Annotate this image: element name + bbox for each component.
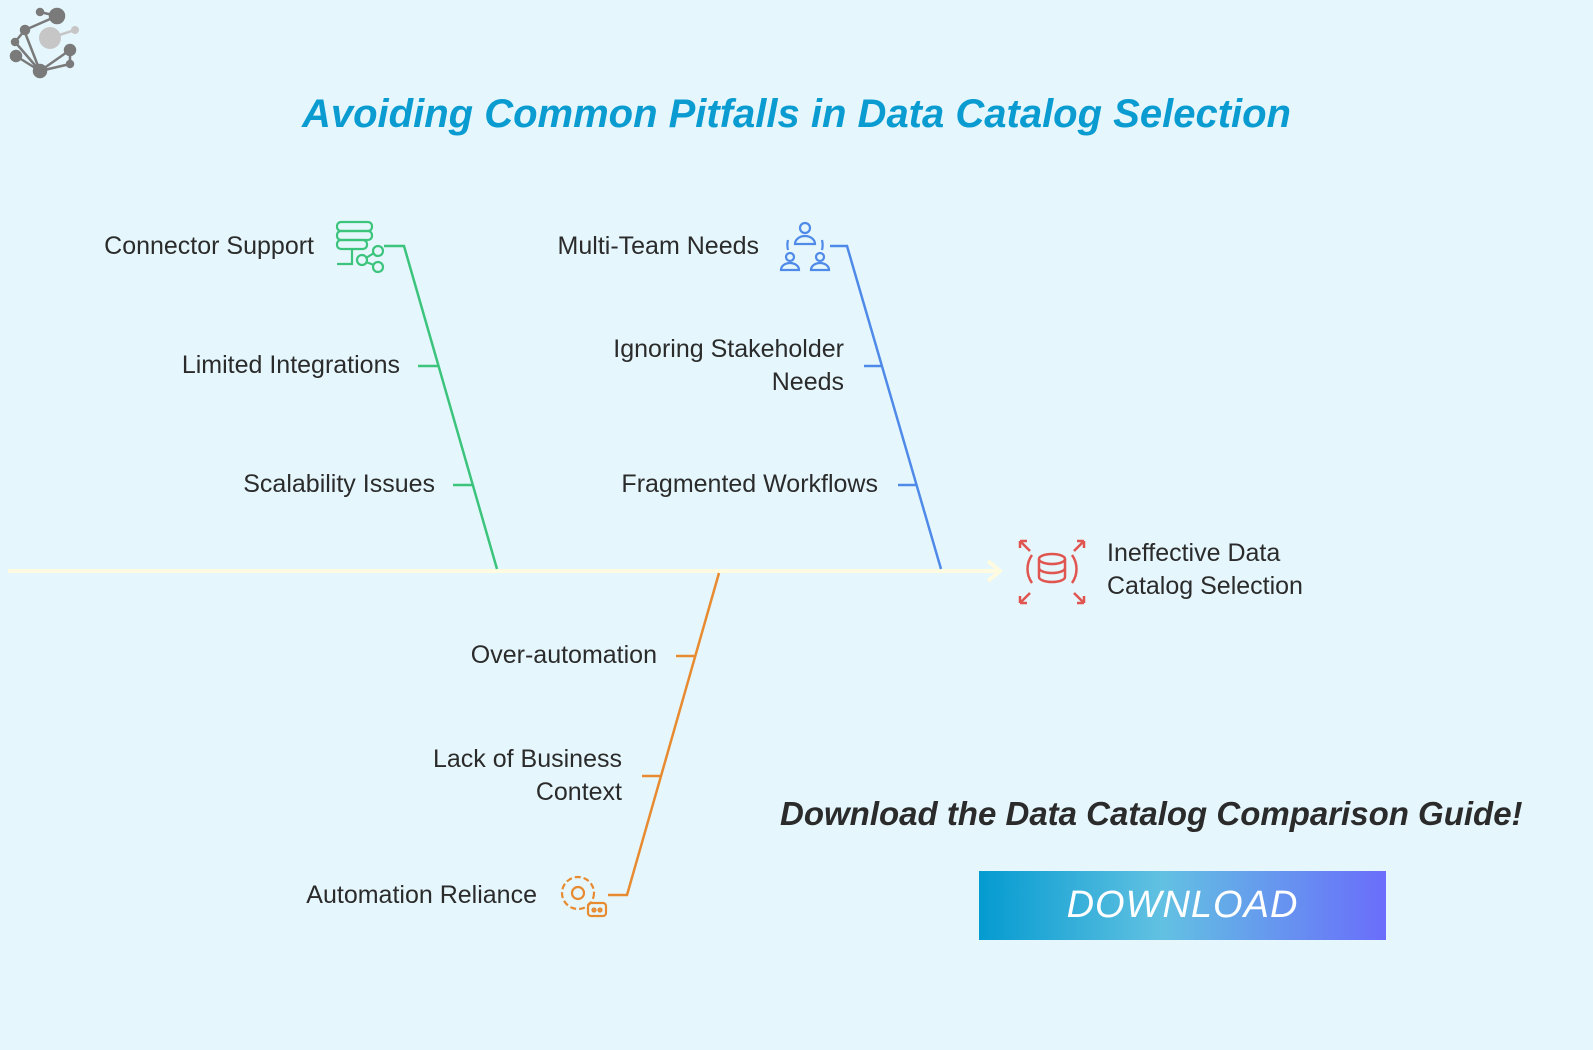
- network-c-logo: [9, 7, 79, 79]
- server-share-icon: [335, 220, 385, 274]
- cause-over-automation: Over-automation: [470, 641, 657, 669]
- cause-scalability-issues: Scalability Issues: [243, 470, 435, 498]
- database-expand-icon: [1018, 539, 1086, 605]
- cause-ignoring-stakeholder-needs: Ignoring Stakeholder Needs: [613, 335, 844, 396]
- cause-lack-of-business-context: Lack of Business Context: [433, 745, 622, 806]
- page-title: Avoiding Common Pitfalls in Data Catalog…: [301, 92, 1291, 136]
- branch-multi-team-needs: [830, 244, 943, 570]
- team-users-icon: [779, 221, 831, 272]
- download-button[interactable]: DOWNLOAD: [979, 871, 1386, 940]
- branch-automation-reliance: [608, 572, 721, 897]
- effect-label: Ineffective Data Catalog Selection: [1107, 539, 1303, 600]
- cause-fragmented-workflows: Fragmented Workflows: [621, 470, 878, 498]
- gear-robot-icon: [560, 875, 608, 918]
- branch-connector-support: [384, 244, 499, 570]
- branch-label-connector-support: Connector Support: [104, 232, 314, 260]
- cta-text: Download the Data Catalog Comparison Gui…: [780, 795, 1523, 832]
- branch-label-automation-reliance: Automation Reliance: [306, 881, 537, 909]
- branch-label-multi-team-needs: Multi-Team Needs: [557, 232, 759, 260]
- cause-limited-integrations: Limited Integrations: [181, 351, 400, 379]
- arrow-head-icon: [986, 559, 1004, 583]
